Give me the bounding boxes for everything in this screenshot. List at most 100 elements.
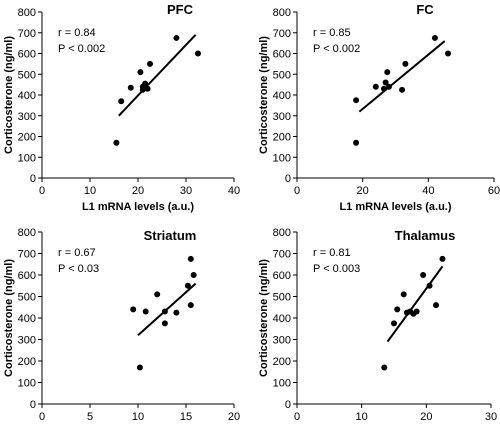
y-tick-label: 200 [18,132,36,144]
y-tick-label: 200 [273,132,291,144]
x-tick-label: 5 [87,411,93,423]
data-point [187,302,194,309]
p-value-label: P < 0.002 [58,43,105,55]
y-tick-label: 400 [18,90,36,102]
y-tick-label: 800 [18,7,36,19]
y-tick-label: 300 [273,111,291,123]
regression-line [118,34,197,117]
data-point [381,364,388,371]
x-tick-label: 10 [356,411,368,423]
y-tick-label: 100 [273,152,291,164]
x-tick-label: 20 [357,185,369,197]
data-point [353,97,360,104]
data-point [173,34,180,41]
y-tick-label: 700 [18,28,36,40]
y-tick-label: 0 [285,399,291,411]
x-tick-label: 0 [294,185,300,197]
data-point [439,255,446,262]
y-tick-label: 200 [273,356,291,368]
x-tick-label: 40 [228,185,240,197]
correlation-label: r = 0.67 [58,247,96,259]
y-tick-label: 100 [273,378,291,390]
data-point [139,86,146,93]
x-axis-label: L1 mRNA levels (a.u.) [339,201,451,213]
data-point [142,308,149,315]
data-point [154,291,161,298]
x-tick-label: 40 [422,185,434,197]
y-tick-label: 100 [18,378,36,390]
data-point [399,86,406,93]
y-axis-label: Corticosterone (ng/ml) [3,259,15,377]
y-tick-label: 300 [273,335,291,347]
data-point [413,308,420,315]
p-value-label: P < 0.003 [313,263,360,275]
y-axis-label: Corticosterone (ng/ml) [258,36,270,154]
data-point [136,364,143,371]
x-axis-label: L1 mRNA levels (a.u.) [82,201,194,213]
data-point [195,50,201,57]
y-tick-label: 400 [273,313,291,325]
data-point [433,302,440,309]
data-point [426,282,433,289]
correlation-label: r = 0.85 [313,27,351,39]
regression-line [386,265,444,343]
y-tick-label: 700 [273,28,291,40]
y-tick-label: 800 [273,7,291,19]
panel-title: FC [416,2,434,17]
x-tick-label: 30 [180,185,192,197]
y-tick-label: 500 [18,69,36,81]
y-tick-label: 0 [30,399,36,411]
y-tick-label: 300 [18,335,36,347]
y-axis-label: Corticosterone (ng/ml) [258,259,270,377]
y-tick-label: 700 [18,249,36,261]
data-point [113,139,120,146]
y-tick-label: 100 [18,152,36,164]
y-tick-label: 500 [18,292,36,304]
x-tick-label: 15 [180,411,192,423]
data-point [445,50,452,57]
x-tick-label: 0 [294,411,300,423]
y-tick-label: 0 [30,173,36,185]
p-value-label: P < 0.002 [313,43,360,55]
data-point [130,306,137,313]
y-tick-label: 200 [18,356,36,368]
data-point [353,139,360,146]
data-point [382,79,389,86]
y-tick-label: 600 [18,49,36,61]
data-point [147,60,153,67]
data-point [381,85,388,92]
x-tick-label: 20 [420,411,432,423]
y-tick-label: 600 [273,49,291,61]
data-point [187,255,194,262]
data-point [137,69,144,76]
panel-thalamus: 01002003004005006007008000102030L1 mRNA … [258,227,497,423]
x-tick-label: 0 [39,185,45,197]
data-point [372,83,379,90]
x-tick-label: 10 [84,185,96,197]
data-point [402,60,409,67]
data-point [385,83,392,90]
y-tick-label: 800 [18,227,36,239]
panel-pfc: 0 100 200 300 400 500 600 700 800 0 10 20 30 40 L1 mRN… [3,2,240,213]
x-tick-label: 20 [228,411,240,423]
x-tick-label: 0 [39,411,45,423]
x-tick-label: 20 [132,185,144,197]
data-point [190,272,197,278]
x-tick-label: 30 [485,411,497,423]
panel-title: PFC [167,2,194,17]
panel-striatum: 010020030040050060070080005101520L1 mRNA… [3,227,240,423]
data-point [384,69,391,76]
y-tick-label: 0 [285,173,291,185]
panel-fc: 0 100 200 300 400 500 600 700 800 0 20 40 60 L1 mRNA … [258,2,500,213]
x-tick-label: 60 [488,185,500,197]
data-point [391,320,397,327]
y-tick-label: 300 [18,111,36,123]
data-point [127,84,134,91]
y-axis-label: Corticosterone (ng/ml) [3,36,15,154]
data-point [173,309,180,316]
panel-title: Thalamus [395,228,456,243]
data-point [420,272,427,278]
x-tick-label: 10 [132,411,144,423]
data-point [431,34,438,41]
